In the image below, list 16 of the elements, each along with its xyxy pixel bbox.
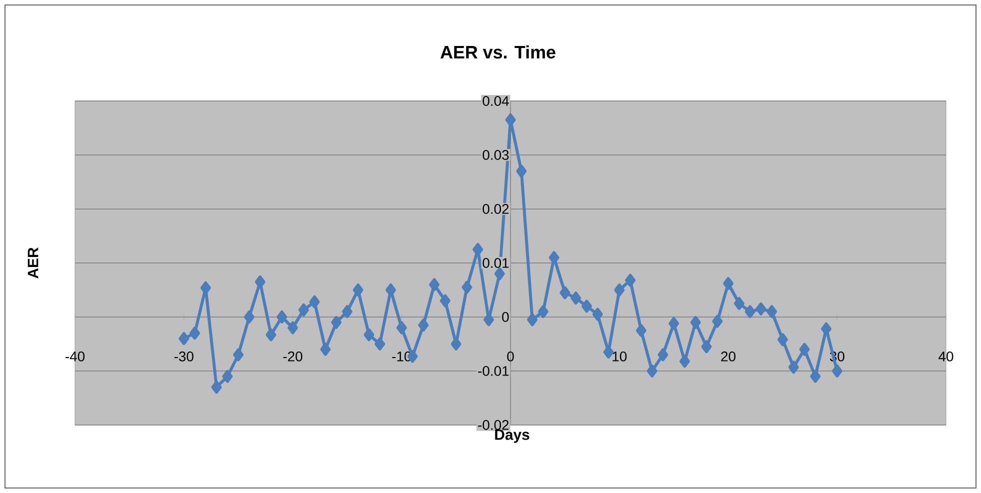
y-tick-label: -0.01 [478,366,509,376]
x-tick-label: -40 [66,351,85,362]
x-tick-label: 10 [612,351,627,362]
y-tick-label: 0.03 [482,150,509,160]
x-tick-label: 40 [938,351,954,362]
y-tick-label: 0.02 [482,204,509,214]
x-tick-label: -20 [283,351,302,362]
x-tick-label: -30 [174,351,194,362]
y-tick-label: -0.02 [478,420,509,430]
x-axis-title: Days [495,430,530,443]
y-tick-label: 0 [502,312,509,322]
y-tick-label: 0.04 [482,96,509,106]
chart-title: AER vs. Time [440,45,556,59]
x-tick-label: 20 [721,351,736,362]
y-tick-label: 0.01 [482,258,509,268]
y-axis-title: AER [28,248,38,278]
